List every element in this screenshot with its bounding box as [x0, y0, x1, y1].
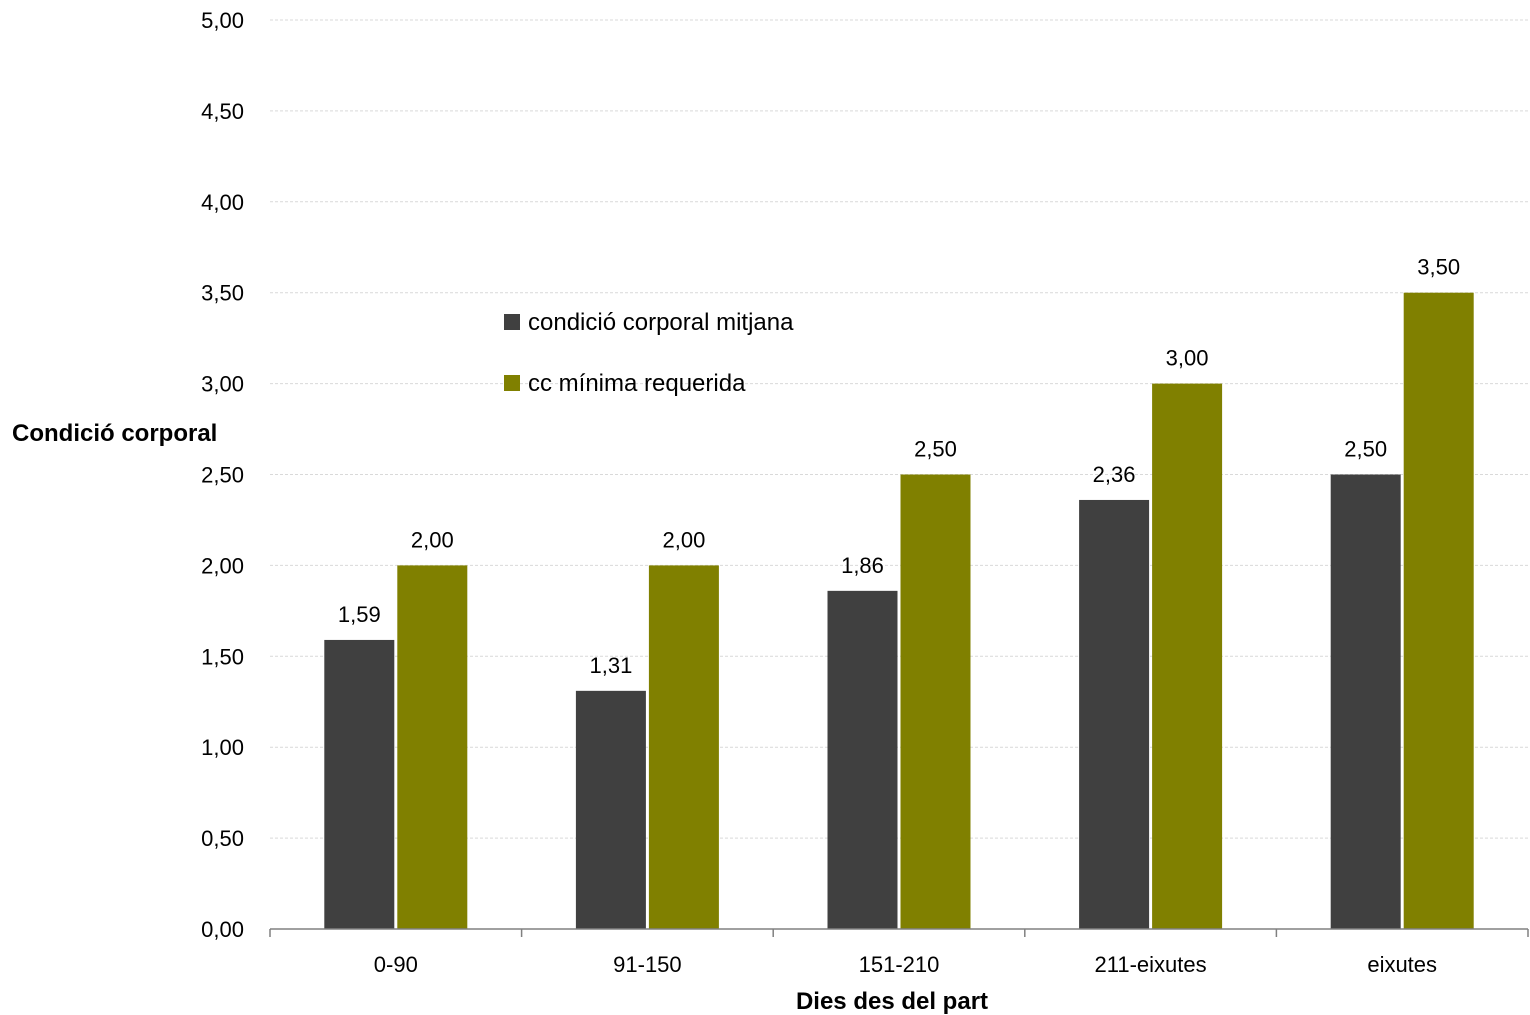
- x-tick-label: 91-150: [613, 952, 682, 977]
- bar-series-1-eixutes: [1403, 292, 1474, 929]
- y-tick-label: 3,50: [201, 281, 244, 306]
- legend-swatch-series-1: [504, 375, 520, 391]
- bar-series-0-0-90: [324, 639, 395, 929]
- legend: condició corporal mitjana cc mínima requ…: [504, 309, 794, 397]
- data-label: 1,59: [338, 602, 381, 627]
- data-label: 2,36: [1093, 462, 1136, 487]
- data-label: 1,31: [589, 653, 632, 678]
- y-tick-label: 4,00: [201, 190, 244, 215]
- bar-series-0-eixutes: [1330, 474, 1401, 929]
- data-label: 2,50: [1344, 437, 1387, 462]
- data-label: 1,86: [841, 553, 884, 578]
- legend-label-series-1: cc mínima requerida: [528, 370, 746, 397]
- legend-label-series-0: condició corporal mitjana: [528, 309, 794, 336]
- bars: [324, 292, 1474, 930]
- data-labels: 1,59 2,00 1,31 2,00 1,86 2,50 2,36 3,00 2,50 3,50: [338, 255, 1460, 678]
- bar-series-1-211-eixutes: [1152, 383, 1223, 930]
- data-label: 2,50: [914, 437, 957, 462]
- bar-series-1-0-90: [397, 565, 468, 929]
- bar-series-0-211-eixutes: [1079, 499, 1150, 929]
- x-tick-label: 0-90: [374, 952, 418, 977]
- bar-series-0-91-150: [575, 690, 646, 929]
- x-tick-label: 151-210: [859, 952, 940, 977]
- data-label: 3,00: [1166, 346, 1209, 371]
- data-label: 2,00: [662, 527, 705, 552]
- x-tick-label: eixutes: [1367, 952, 1437, 977]
- y-tick-label: 4,50: [201, 99, 244, 124]
- y-tick-label: 3,00: [201, 372, 244, 397]
- bar-series-1-151-210: [900, 474, 971, 929]
- y-axis-title: Condició corporal: [12, 420, 217, 447]
- legend-swatch-series-0: [504, 314, 520, 330]
- data-label: 3,50: [1417, 255, 1460, 280]
- y-tick-label: 0,50: [201, 826, 244, 851]
- x-tick-label: 211-eixutes: [1095, 952, 1207, 977]
- y-tick-label: 1,50: [201, 644, 244, 669]
- y-tick-label: 1,00: [201, 735, 244, 760]
- axes: 0,00 0,50 1,00 1,50 2,00 2,50 3,00 3,50 4,00 4,50…: [201, 8, 1529, 977]
- y-tick-label: 0,00: [201, 917, 244, 942]
- data-label: 2,00: [411, 527, 454, 552]
- y-tick-label: 2,50: [201, 463, 244, 488]
- x-axis-title: Dies des del part: [796, 988, 988, 1015]
- bar-series-0-151-210: [827, 590, 898, 929]
- y-tick-label: 2,00: [201, 553, 244, 578]
- y-tick-label: 5,00: [201, 8, 244, 33]
- bar-series-1-91-150: [648, 565, 719, 929]
